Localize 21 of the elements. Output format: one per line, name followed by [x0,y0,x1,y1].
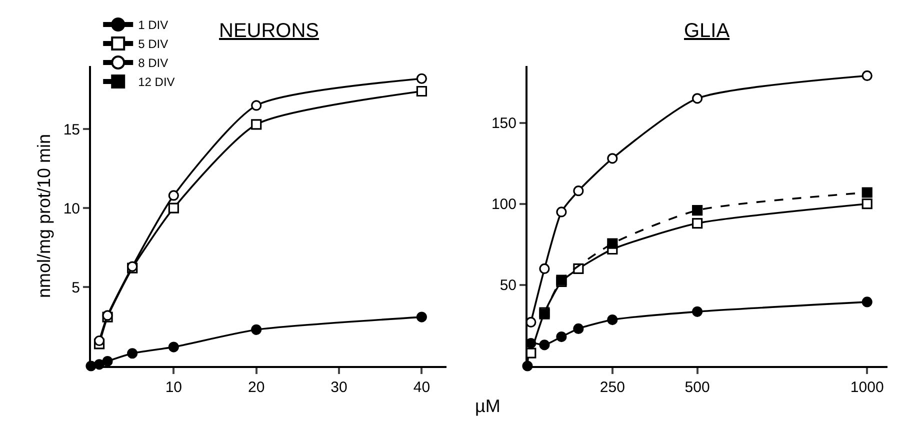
x-tick-label: 250 [600,379,625,396]
y-tick-label: 15 [63,121,80,138]
legend-label: 8 DIV [138,56,168,70]
legend-label: 5 DIV [138,37,168,52]
x-axis-title: µM [475,396,500,416]
x-tick-label: 30 [330,379,348,396]
y-tick-label: 10 [63,200,80,218]
x-tick-label: 20 [248,379,265,396]
x-tick-label: 1000 [850,379,884,396]
y-tick-label: 100 [491,196,516,214]
chart-title: NEURONS [219,20,320,42]
y-tick-label: 50 [500,277,516,294]
y-tick-label: 150 [491,115,516,132]
legend-label: 12 DIV [138,75,175,90]
x-tick-label: 40 [413,379,430,396]
legend-label: 1 DIV [138,18,168,32]
y-axis-title: nmol/mg prot/10 min [34,134,54,298]
y-tick-label: 5 [72,279,80,296]
x-tick-label: 10 [165,379,182,396]
x-tick-label: 500 [684,379,710,396]
chart-title: GLIA [684,20,730,42]
